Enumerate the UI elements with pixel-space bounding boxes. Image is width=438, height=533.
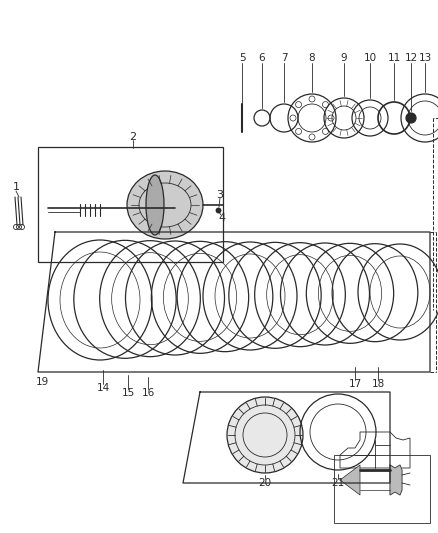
Ellipse shape <box>146 175 164 235</box>
Text: 21: 21 <box>332 478 345 488</box>
Text: 17: 17 <box>348 379 362 389</box>
Text: 10: 10 <box>364 53 377 63</box>
Text: 19: 19 <box>35 377 49 387</box>
Text: 6: 6 <box>259 53 265 63</box>
Text: 16: 16 <box>141 388 155 398</box>
Bar <box>334 455 430 523</box>
Text: 3: 3 <box>216 190 223 200</box>
Text: 18: 18 <box>371 379 385 389</box>
Text: 5: 5 <box>239 53 245 63</box>
Text: 11: 11 <box>387 53 401 63</box>
Text: 9: 9 <box>341 53 347 63</box>
Text: 15: 15 <box>121 388 134 398</box>
Bar <box>38 147 223 262</box>
Text: 14: 14 <box>96 383 110 393</box>
Text: 12: 12 <box>404 53 417 63</box>
Text: 2: 2 <box>130 132 137 142</box>
Text: 13: 13 <box>418 53 431 63</box>
Text: 1: 1 <box>13 182 20 192</box>
Ellipse shape <box>127 171 203 239</box>
Circle shape <box>227 397 303 473</box>
Polygon shape <box>390 465 402 495</box>
Text: 20: 20 <box>258 478 272 488</box>
Text: 7: 7 <box>281 53 287 63</box>
Polygon shape <box>340 465 360 495</box>
Text: 8: 8 <box>309 53 315 63</box>
Text: 4: 4 <box>219 213 226 223</box>
Circle shape <box>406 113 416 123</box>
